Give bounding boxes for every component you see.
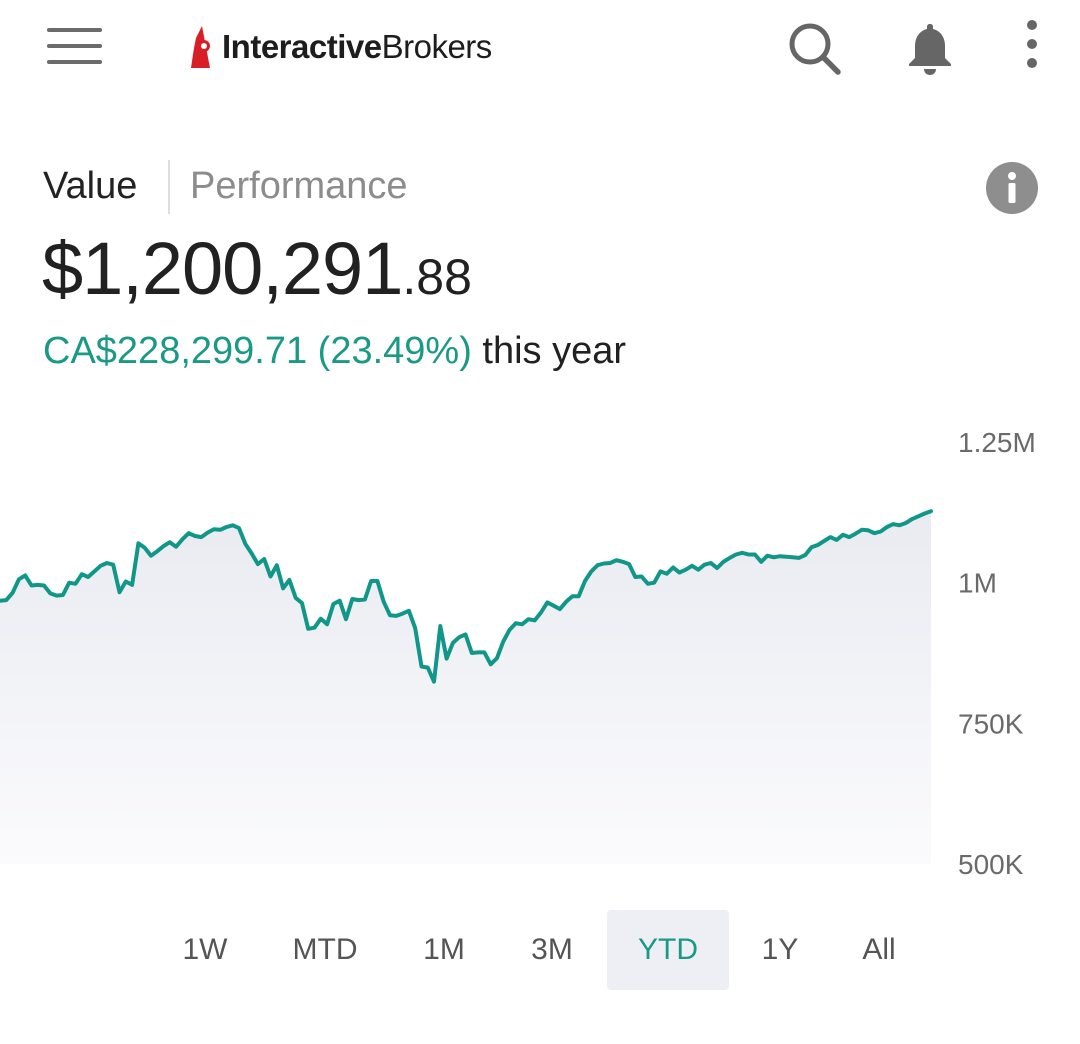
range-button-mtd[interactable]: MTD [292, 933, 358, 966]
y-axis-tick-label: 750K [958, 708, 1024, 739]
range-button-1y[interactable]: 1Y [761, 933, 799, 966]
logo-mark-icon [191, 26, 210, 68]
info-icon[interactable] [986, 162, 1038, 214]
range-button-all[interactable]: All [862, 933, 896, 966]
portfolio-value: $1,200,291.88 [42, 226, 472, 316]
bell-icon[interactable] [900, 18, 960, 78]
interactive-brokers-logo: InteractiveBrokers [188, 22, 492, 72]
chart-value-line [0, 509, 933, 684]
logo-text-regular: Brokers [381, 28, 493, 65]
tab-divider [168, 160, 170, 214]
hamburger-menu-icon[interactable] [47, 27, 102, 65]
range-button-1w[interactable]: 1W [182, 933, 228, 966]
chart-area-fill [0, 511, 931, 864]
more-vertical-icon[interactable] [1012, 18, 1052, 78]
portfolio-value-cents: .88 [402, 249, 472, 305]
y-axis-tick-label: 1.25M [958, 427, 1036, 458]
logo-text-bold: Interactive [222, 28, 382, 65]
range-button-3m[interactable]: 3M [531, 933, 573, 966]
tab-performance[interactable]: Performance [190, 165, 408, 207]
ytd-change-suffix: this year [482, 330, 627, 372]
range-button-ytd[interactable]: YTD [607, 910, 729, 990]
y-axis-tick-label: 1M [958, 568, 997, 599]
ytd-change: CA$228,299.71 (23.49%) this year [43, 325, 626, 377]
range-button-1m[interactable]: 1M [423, 933, 465, 966]
ytd-change-amount: CA$228,299.71 (23.49%) [43, 330, 472, 372]
y-axis-tick-label: 500K [958, 849, 1024, 880]
search-icon[interactable] [784, 18, 844, 78]
tab-value[interactable]: Value [43, 165, 138, 207]
time-range-selector: 1W MTD 1M 3M YTD 1Y All [0, 910, 1080, 990]
portfolio-value-main: $1,200,291 [42, 227, 403, 310]
portfolio-value-chart[interactable]: 1.25M 1M 750K 500K [0, 400, 1080, 900]
